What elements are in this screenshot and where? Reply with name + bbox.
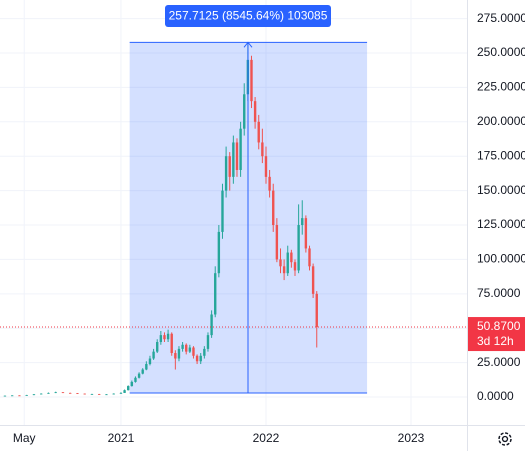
candle-body	[308, 248, 311, 267]
candle-body	[264, 156, 268, 177]
candle-body	[304, 218, 308, 249]
y-tick-label: 175.0000	[477, 148, 525, 162]
candle-body	[174, 353, 177, 359]
candle-body	[272, 190, 275, 226]
candle-body	[286, 252, 289, 274]
candle-body	[293, 262, 297, 271]
candle-body	[148, 358, 152, 365]
candle-body	[181, 344, 184, 349]
candle-body	[10, 395, 14, 397]
candle-body	[279, 259, 282, 267]
candle-body	[206, 335, 210, 349]
candle-body	[214, 273, 217, 315]
candle-body	[105, 394, 108, 396]
candle-body	[47, 392, 50, 394]
y-tick-label: 150.0000	[477, 183, 525, 197]
x-tick-label: 2023	[398, 431, 425, 445]
candle-body	[195, 355, 199, 362]
candle-body	[141, 369, 144, 374]
candle-body	[282, 266, 286, 274]
candle-body	[203, 348, 206, 356]
gear-teeth	[498, 432, 512, 446]
gear-hub	[501, 435, 509, 443]
candle-body	[311, 266, 315, 294]
candle-body	[137, 373, 141, 378]
candle-body	[257, 121, 260, 143]
candle-body	[159, 335, 163, 343]
candle-body	[315, 293, 318, 328]
candle-body	[243, 94, 246, 129]
candle-body	[210, 314, 213, 336]
candle-body	[130, 381, 134, 387]
candle-body	[3, 395, 7, 397]
y-tick-label: 275.0000	[477, 11, 525, 25]
candle-body	[290, 252, 293, 263]
candle-body	[54, 392, 57, 394]
candle-body	[301, 218, 304, 226]
candle-body	[166, 333, 170, 340]
candle-body	[68, 392, 72, 394]
candle-body	[221, 190, 224, 232]
candle-body	[134, 377, 137, 382]
candle-body	[76, 393, 79, 395]
y-tick-label: 0.0000	[477, 389, 514, 403]
candle-body	[177, 348, 181, 359]
candle-body	[61, 392, 65, 394]
candle-body	[112, 393, 115, 395]
measure-label: 257.7125 (8545.64%) 103085	[169, 9, 328, 23]
y-tick-label: 250.0000	[477, 45, 525, 59]
candle-body	[235, 142, 239, 170]
candle-body	[170, 333, 173, 354]
candle-body	[152, 351, 155, 359]
y-tick-label: 200.0000	[477, 114, 525, 128]
last-price-box	[468, 317, 525, 352]
candle-body	[25, 394, 28, 396]
y-tick-label: 125.0000	[477, 217, 525, 231]
candle-body	[123, 390, 126, 393]
candle-body	[18, 395, 21, 397]
candle-body	[224, 156, 228, 191]
x-tick-label: 2021	[108, 431, 135, 445]
candle-body	[228, 156, 231, 177]
candle-body	[83, 393, 86, 395]
settings-icon[interactable]	[498, 432, 512, 446]
y-tick-label: 225.0000	[477, 80, 525, 94]
candle-body	[163, 335, 166, 340]
countdown-label: 3d 12h	[477, 334, 514, 348]
x-tick-label: 2022	[253, 431, 280, 445]
candle-body	[239, 128, 242, 170]
candle-body	[145, 364, 148, 370]
candle-body	[119, 392, 123, 394]
candle-body	[217, 231, 221, 274]
measure-label-box	[165, 5, 332, 27]
last-price-label: 50.8700	[477, 319, 521, 333]
candle-body	[188, 347, 192, 352]
y-tick-label: 100.0000	[477, 252, 525, 266]
candle-body	[192, 347, 195, 356]
candle-body	[185, 344, 188, 352]
candle-body	[90, 394, 94, 395]
candle-body	[127, 386, 130, 391]
candle-body	[156, 342, 159, 352]
measure-arrowhead	[243, 41, 253, 48]
y-tick-label: 75.0000	[477, 286, 521, 300]
y-tick-label: 25.0000	[477, 355, 521, 369]
candle-body	[98, 394, 101, 395]
candle-body	[32, 394, 36, 396]
candle-body	[261, 142, 264, 157]
candle-body	[39, 393, 43, 395]
candle-body	[275, 225, 279, 260]
candle-body	[253, 101, 257, 122]
candle-body	[268, 176, 271, 191]
candle-body	[250, 59, 253, 102]
candle-body	[199, 355, 202, 362]
candle-body	[297, 225, 300, 271]
candle-body	[232, 142, 235, 177]
x-tick-label: May	[13, 431, 36, 445]
